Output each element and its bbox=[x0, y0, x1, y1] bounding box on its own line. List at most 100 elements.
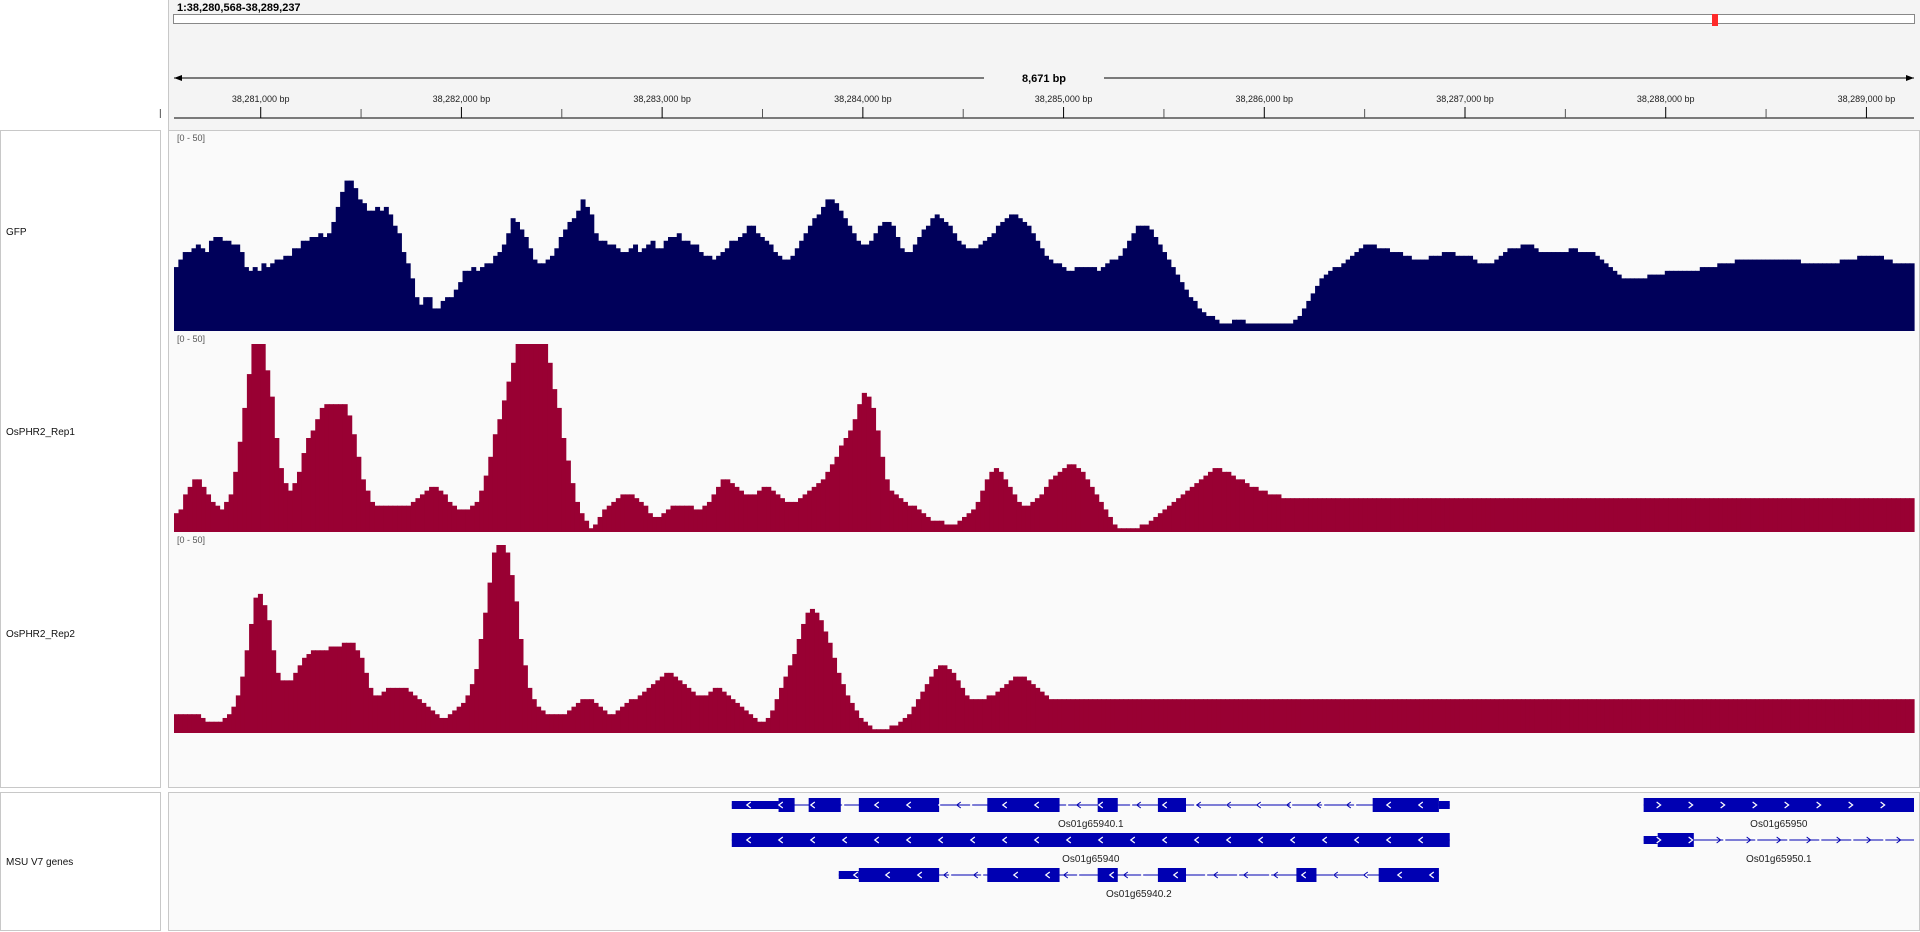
gene-track[interactable]: Os01g65940.1 Os01g65940 Os01g65940.2 Os01g6… bbox=[169, 793, 1920, 932]
coverage-bar bbox=[217, 237, 223, 331]
feature-track-panel[interactable]: Os01g65940.1 Os01g65940 Os01g65940.2 Os01g6… bbox=[168, 792, 1920, 931]
coverage-bar bbox=[1708, 267, 1714, 331]
coverage-bar bbox=[1895, 498, 1901, 532]
coverage-bar bbox=[351, 434, 357, 532]
coverage-bar bbox=[1231, 319, 1237, 331]
coverage-bar bbox=[1366, 699, 1372, 733]
coverage-bar bbox=[1582, 699, 1588, 733]
coverage-bar bbox=[363, 672, 369, 733]
ideogram-current-region-marker[interactable] bbox=[1712, 14, 1719, 26]
coverage-bar bbox=[445, 297, 451, 331]
coverage-bar bbox=[519, 229, 525, 331]
coverage-bar bbox=[438, 490, 444, 532]
coverage-bar bbox=[825, 199, 831, 331]
track-name-msu-genes[interactable]: MSU V7 genes bbox=[6, 857, 74, 868]
track-name-osphr2-rep2[interactable]: OsPHR2_Rep2 bbox=[6, 629, 75, 640]
coverage-bar bbox=[231, 706, 237, 733]
coverage-bar bbox=[1671, 699, 1677, 733]
strand-chevron bbox=[1353, 801, 1360, 809]
intron-chevron bbox=[955, 801, 962, 809]
coverage-bar bbox=[1449, 498, 1455, 532]
coverage-bar bbox=[1149, 699, 1156, 733]
coverage-bar bbox=[1745, 498, 1751, 532]
coverage-bar bbox=[412, 695, 418, 733]
coverage-bar bbox=[540, 710, 546, 733]
strand-chevron bbox=[969, 801, 976, 809]
coverage-bar bbox=[1229, 699, 1235, 733]
coverage-bar bbox=[1048, 259, 1054, 331]
coverage-bar bbox=[333, 404, 339, 532]
chromosome-ideogram[interactable] bbox=[173, 14, 1915, 26]
coverage-bar bbox=[668, 672, 674, 733]
coverage-bar bbox=[725, 479, 731, 532]
coverage-bar bbox=[1709, 498, 1715, 532]
coverage-bar bbox=[1507, 248, 1513, 331]
coverage-bar bbox=[1071, 464, 1077, 532]
coverage-bar bbox=[823, 631, 829, 733]
coverage-bar bbox=[1526, 498, 1532, 532]
coverage-bar bbox=[1180, 494, 1186, 532]
coverage-bar bbox=[313, 237, 319, 331]
coverage-bar bbox=[399, 687, 405, 733]
coverage-bar bbox=[1375, 699, 1381, 733]
coverage-bar bbox=[1284, 323, 1290, 331]
coverage-tracks[interactable] bbox=[169, 131, 1920, 789]
coverage-bar bbox=[377, 695, 383, 733]
coverage-bar bbox=[1865, 699, 1871, 733]
coverage-bar bbox=[1264, 699, 1270, 733]
gene-exon bbox=[1296, 868, 1317, 882]
ruler[interactable]: 8,671 bp 38,281,000 bp 38,282,000 bp 38,283… bbox=[159, 0, 1920, 130]
coverage-bar bbox=[611, 501, 617, 532]
coverage-bar bbox=[204, 252, 210, 331]
coverage-bar bbox=[1750, 699, 1756, 733]
data-tracks-panel[interactable]: [0 - 50] [0 - 50] [0 - 50] bbox=[168, 130, 1920, 788]
coverage-bar bbox=[589, 699, 595, 733]
strand-chevron bbox=[1001, 801, 1008, 809]
track-name-gfp[interactable]: GFP bbox=[6, 227, 27, 238]
coverage-bar bbox=[1235, 479, 1241, 532]
coverage-bar bbox=[1293, 319, 1299, 331]
strand-chevron bbox=[1140, 871, 1147, 879]
coverage-bar bbox=[1148, 520, 1154, 532]
coverage-bar bbox=[1547, 699, 1553, 733]
coverage-bar bbox=[1481, 699, 1487, 733]
coverage-bar bbox=[178, 714, 184, 733]
coverage-bar bbox=[1818, 498, 1824, 532]
gene-exon bbox=[1372, 798, 1439, 812]
coverage-bar bbox=[593, 702, 599, 733]
coverage-bar bbox=[480, 267, 485, 331]
coverage-bar bbox=[340, 191, 346, 331]
coverage-bar bbox=[209, 721, 215, 733]
strand-chevron bbox=[1257, 836, 1264, 844]
track-name-osphr2-rep1[interactable]: OsPHR2_Rep1 bbox=[6, 427, 75, 438]
coverage-bar bbox=[947, 225, 953, 331]
coverage-bar bbox=[565, 460, 571, 532]
coverage-bar bbox=[864, 244, 870, 331]
coverage-bar bbox=[452, 710, 458, 733]
gene-os01g65940-1: Os01g65940.1 bbox=[731, 798, 1450, 830]
coverage-bar bbox=[602, 509, 608, 532]
coverage-bar bbox=[716, 486, 722, 532]
coverage-bar bbox=[998, 471, 1004, 532]
coverage-bar bbox=[287, 255, 293, 331]
coverage-bar bbox=[584, 206, 590, 331]
gene-label: Os01g65940 bbox=[1062, 854, 1120, 865]
coverage-bar bbox=[1039, 494, 1045, 532]
coverage-bar bbox=[1728, 699, 1734, 733]
coverage-bar bbox=[1494, 259, 1500, 331]
coverage-bar bbox=[1463, 498, 1469, 532]
coverage-bar bbox=[1481, 263, 1487, 331]
strand-chevron bbox=[1688, 801, 1694, 809]
coverage-bar bbox=[711, 259, 717, 331]
coverage-bar bbox=[493, 255, 499, 331]
coverage-bar bbox=[370, 210, 376, 331]
coverage-bar bbox=[1640, 699, 1646, 733]
coverage-bar bbox=[934, 214, 940, 331]
strand-chevron bbox=[1289, 801, 1296, 809]
coverage-bar bbox=[743, 710, 749, 733]
coverage-bar bbox=[1554, 498, 1560, 532]
intron-chevron bbox=[1225, 801, 1232, 809]
coverage-bar bbox=[986, 695, 992, 733]
coverage-bar bbox=[1882, 498, 1888, 532]
coverage-bar bbox=[1350, 255, 1355, 331]
